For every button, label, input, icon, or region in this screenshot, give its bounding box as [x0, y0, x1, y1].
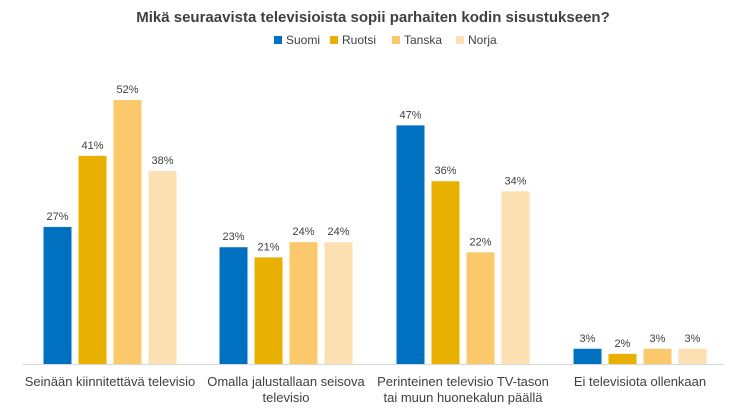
bar-ruotsi-1: [254, 257, 283, 364]
bar-norja-3: [678, 348, 707, 364]
data-label: 24%: [327, 226, 349, 238]
legend-swatch: [456, 36, 464, 44]
bar-tanska-2: [466, 252, 495, 364]
legend-swatch: [330, 36, 338, 44]
data-label: 3%: [580, 333, 596, 345]
category-label-3: Ei televisiota ollenkaan: [574, 374, 706, 389]
legend-label: Tanska: [404, 33, 442, 47]
data-label: 21%: [257, 241, 279, 253]
chart-title: Mikä seuraavista televisioista sopii par…: [136, 9, 610, 26]
data-label: 34%: [504, 175, 526, 187]
bar-ruotsi-0: [78, 155, 107, 364]
bar-tanska-1: [289, 242, 318, 364]
data-label: 23%: [222, 231, 244, 243]
legend-item-suomi: Suomi: [274, 33, 320, 47]
data-label: 24%: [292, 226, 314, 238]
legend-label: Norja: [468, 33, 497, 47]
bar-suomi-1: [219, 247, 248, 364]
legend-label: Suomi: [286, 33, 320, 47]
data-label: 52%: [116, 84, 138, 96]
bar-suomi-0: [43, 226, 72, 364]
data-label: 41%: [81, 140, 103, 152]
legend-item-tanska: Tanska: [392, 33, 442, 47]
bars: 27% 41% 52% 38% 23% 21% 24% 24% 47% 36% 22% 34% 3% 2%…: [43, 84, 707, 364]
data-label: 38%: [151, 155, 173, 167]
legend-item-ruotsi: Ruotsi: [330, 33, 376, 47]
bar-suomi-3: [573, 348, 602, 364]
category-label-1: Omalla jalustallaan seisova televisio: [207, 374, 365, 405]
data-label: 27%: [46, 211, 68, 223]
bar-norja-2: [501, 191, 530, 364]
legend-swatch: [392, 36, 400, 44]
bar-ruotsi-3: [608, 353, 637, 364]
data-label: 2%: [615, 338, 631, 350]
bar-tanska-3: [643, 348, 672, 364]
legend-label: Ruotsi: [342, 33, 376, 47]
bar-suomi-2: [396, 125, 425, 364]
data-label: 36%: [434, 165, 456, 177]
bar-ruotsi-2: [431, 181, 460, 364]
data-label: 22%: [469, 236, 491, 248]
bar-norja-1: [324, 242, 353, 364]
category-label-0: Seinään kiinnitettävä televisio: [25, 374, 196, 389]
data-label: 3%: [685, 333, 701, 345]
data-label: 3%: [650, 333, 666, 345]
data-label: 47%: [399, 109, 421, 121]
legend: Suomi Ruotsi Tanska Norja: [274, 33, 497, 47]
category-labels: Seinään kiinnitettävä televisio Omalla ja…: [25, 374, 706, 405]
bar-norja-0: [148, 171, 177, 364]
category-label-2: Perinteinen televisio TV-tason tai muun h…: [377, 374, 549, 405]
legend-item-norja: Norja: [456, 33, 497, 47]
legend-swatch: [274, 36, 282, 44]
bar-tanska-0: [113, 100, 142, 364]
